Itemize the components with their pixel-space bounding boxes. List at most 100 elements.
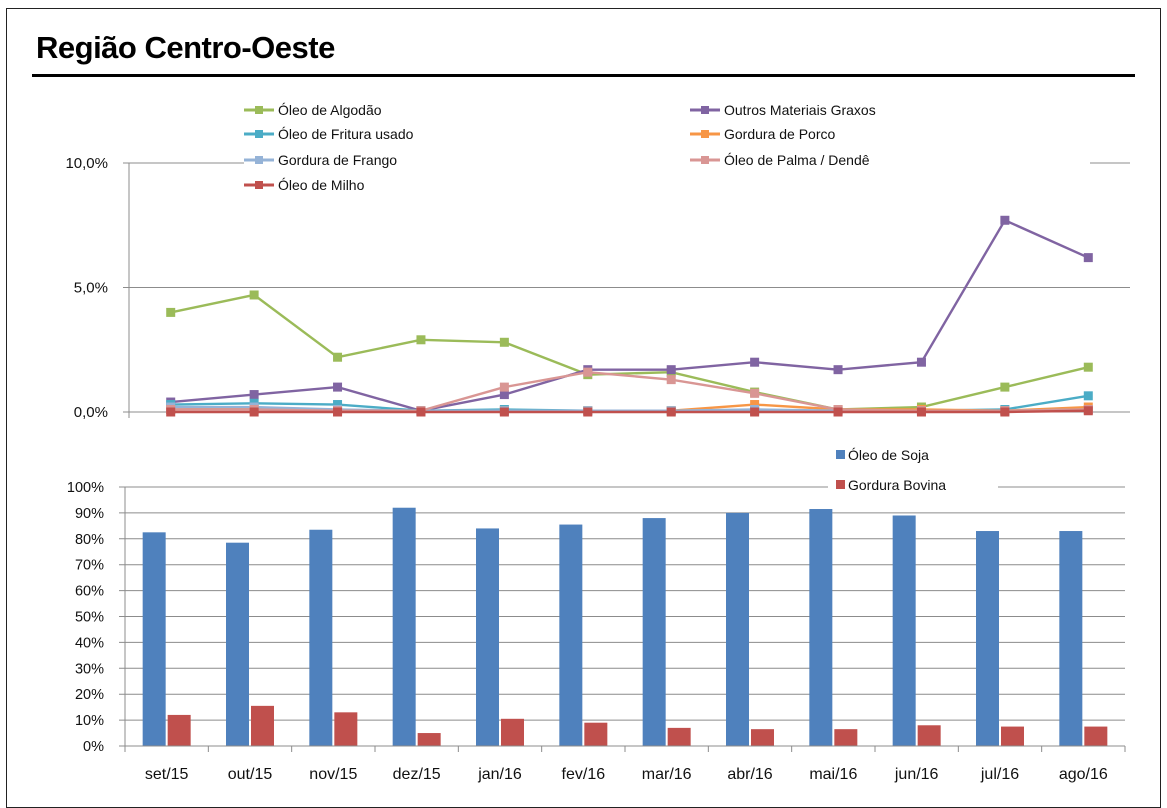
x-tick-label: mai/16 [809,766,857,783]
bar-legend-box [828,440,998,498]
legend-label-oleo-de-fritura-usado: Óleo de Fritura usado [278,126,414,142]
bar-oleo-de-soja [476,528,499,746]
point-oleo-de-algodao [166,307,176,317]
point-outros-materiais-graxos [1083,253,1093,263]
legend-marker-oleo-de-soja [836,450,845,459]
bar-y-tick-label: 60% [75,584,104,600]
point-outros-materiais-graxos [333,382,343,392]
point-outros-materiais-graxos [916,357,926,367]
point-oleo-de-milho [166,407,176,417]
bar-oleo-de-soja [642,518,666,746]
legend-label-oleo-de-algodao: Óleo de Algodão [278,102,382,118]
point-oleo-de-milho [666,407,676,417]
point-oleo-de-milho [499,407,509,417]
legend-marker-gordura-bovina [836,480,845,489]
x-tick-label: nov/15 [309,766,357,783]
bar-y-tick-label: 30% [75,661,104,677]
point-oleo-de-palma-dende [499,382,509,392]
bar-gordura-bovina [167,714,191,746]
point-oleo-de-milho [1083,406,1093,416]
point-oleo-de-fritura-usado [1083,391,1093,401]
x-tick-label: fev/16 [562,766,606,783]
bar-oleo-de-soja [392,507,416,746]
bar-oleo-de-soja [559,524,583,746]
legend-marker-oleo-de-palma-dende [701,156,709,164]
bar-gordura-bovina [667,727,691,746]
point-oleo-de-algodao [1083,362,1093,372]
x-tick-label: ago/16 [1059,766,1108,783]
bar-gordura-bovina [917,725,941,746]
bar-gordura-bovina [834,729,858,746]
line-y-tick-label: 10,0% [65,155,108,172]
point-outros-materiais-graxos [750,357,760,367]
bar-y-tick-label: 80% [75,532,104,548]
x-tick-label: set/15 [145,766,189,783]
point-oleo-de-milho [416,407,426,417]
point-oleo-de-fritura-usado [333,400,343,410]
point-oleo-de-milho [249,407,259,417]
legend-marker-oleo-de-fritura-usado [255,130,263,138]
bar-oleo-de-soja [892,515,916,746]
bar-oleo-de-soja [726,512,749,746]
point-oleo-de-algodao [1000,382,1010,392]
point-oleo-de-algodao [416,335,426,345]
point-oleo-de-milho [583,407,593,417]
bar-oleo-de-soja [1059,531,1083,746]
bar-gordura-bovina [1001,726,1024,746]
point-oleo-de-milho [1000,407,1010,417]
x-tick-label: dez/15 [393,766,441,783]
bar-y-tick-label: 20% [75,687,104,703]
legend-label-gordura-bovina: Gordura Bovina [848,477,946,493]
x-tick-label: abr/16 [727,766,772,783]
legend-marker-gordura-de-frango [255,156,263,164]
bar-gordura-bovina [501,718,524,746]
legend-label-oleo-de-milho: Óleo de Milho [278,177,365,193]
bar-oleo-de-soja [309,529,333,746]
bar-gordura-bovina [751,729,774,746]
bar-oleo-de-soja [226,542,249,746]
point-outros-materiais-graxos [666,365,676,375]
bar-gordura-bovina [251,705,274,746]
series-line-oleo-de-palma-dende [170,370,1089,412]
series-line-outros-materiais-graxos [170,218,1089,412]
bar-oleo-de-soja [809,509,833,746]
legend-label-gordura-de-frango: Gordura de Frango [278,152,397,168]
legend-label-gordura-de-porco: Gordura de Porco [724,126,835,142]
line-legend-box [244,98,1090,201]
bar-gordura-bovina [1084,726,1108,746]
bar-y-tick-label: 90% [75,506,104,522]
point-oleo-de-palma-dende [666,375,676,385]
legend-marker-gordura-de-porco [701,130,709,138]
line-y-tick-label: 5,0% [74,280,108,297]
x-tick-label: jul/16 [980,766,1019,783]
legend-label-oleo-de-soja: Óleo de Soja [848,447,929,463]
point-oleo-de-algodao [249,290,259,300]
point-oleo-de-milho [750,407,760,417]
bar-y-tick-label: 0% [83,739,104,755]
legend-marker-oleo-de-milho [255,181,263,189]
x-tick-label: jun/16 [894,766,939,783]
series-line-oleo-de-algodao [170,293,1089,411]
point-outros-materiais-graxos [499,390,509,400]
point-oleo-de-milho [333,407,343,417]
point-oleo-de-algodao [333,352,343,362]
series-line-oleo-de-milho [170,409,1089,414]
point-oleo-de-algodao [499,337,509,347]
bar-gordura-bovina [417,733,441,746]
point-gordura-de-porco [750,400,760,410]
point-outros-materiais-graxos [833,365,843,375]
bar-y-tick-label: 50% [75,610,104,626]
point-oleo-de-palma-dende [583,367,593,377]
legend-marker-outros-materiais-graxos [701,106,709,114]
point-oleo-de-palma-dende [750,388,760,398]
x-tick-label: out/15 [228,766,273,783]
bar-y-tick-label: 40% [75,635,104,651]
title-rule [32,74,1135,77]
x-tick-label: mar/16 [642,766,692,783]
bar-oleo-de-soja [142,532,166,746]
bar-y-tick-label: 70% [75,558,104,574]
point-oleo-de-milho [916,407,926,417]
bar-gordura-bovina [334,712,358,746]
line-y-tick-label: 0,0% [74,404,108,421]
